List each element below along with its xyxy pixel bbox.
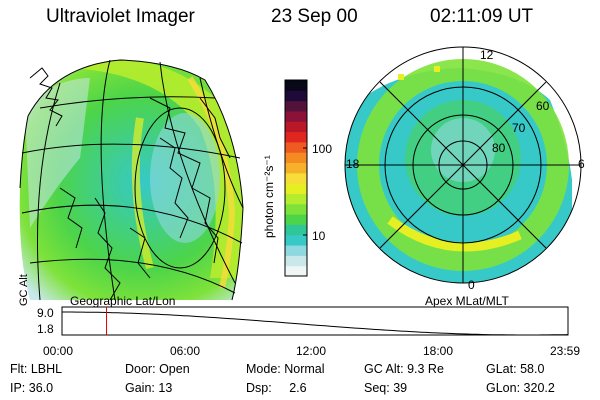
footer-glon: GLon: 320.2	[486, 381, 555, 395]
altitude-plot	[61, 306, 569, 336]
colorbar-unit-label: photon cm⁻²s⁻¹	[262, 155, 276, 238]
colorbar-band	[285, 183, 307, 194]
colorbar-band	[285, 110, 307, 122]
colorbar	[284, 79, 308, 277]
colorbar-tick-100: 100	[312, 142, 333, 156]
footer-gain: Gain: 13	[125, 381, 173, 395]
colorbar-band	[285, 100, 307, 112]
apex-polar-plot	[344, 46, 582, 284]
x-tick-1200: 12:00	[296, 344, 327, 358]
mlat-label-70: 70	[512, 121, 526, 135]
footer-ip: IP: 36.0	[10, 381, 54, 395]
x-tick-2359: 23:59	[550, 344, 581, 358]
footer-gc-alt: GC Alt: 9.3 Re	[364, 362, 444, 376]
mlt-label-6: 6	[578, 157, 585, 171]
colorbar-band	[285, 152, 307, 164]
footer-flt: Flt: LBHL	[10, 362, 63, 376]
colorbar-band	[285, 224, 307, 236]
x-tick-1800: 18:00	[423, 344, 454, 358]
date-label: 23 Sep 00	[271, 6, 358, 27]
colorbar-band	[285, 131, 307, 143]
colorbar-band	[285, 203, 307, 215]
altitude-tick-min: 1.8	[37, 322, 54, 336]
altitude-tick-max: 9.0	[37, 306, 54, 320]
footer-glat: GLat: 58.0	[486, 362, 545, 376]
colorbar-band	[285, 80, 307, 91]
colorbar-band	[285, 121, 307, 133]
mlt-label-18: 18	[346, 157, 360, 171]
footer-seq: Seq: 39	[364, 381, 408, 395]
mlt-label-12: 12	[480, 48, 494, 62]
mlat-label-80: 80	[492, 141, 506, 155]
mlt-label-0: 0	[468, 278, 475, 292]
colorbar-band	[285, 214, 307, 225]
colorbar-band	[285, 141, 307, 153]
time-label: 02:11:09 UT	[430, 6, 534, 27]
colorbar-band	[285, 172, 307, 184]
colorbar-band	[285, 245, 307, 256]
footer-mode: Mode: Normal	[246, 362, 325, 376]
altitude-axis-label: GC Alt	[18, 274, 30, 306]
x-tick-0000: 00:00	[43, 344, 74, 358]
geographic-image	[19, 59, 244, 301]
colorbar-band	[285, 234, 307, 246]
mlat-label-60: 60	[536, 99, 550, 113]
colorbar-tick-10: 10	[312, 229, 326, 243]
colorbar-band	[285, 193, 307, 205]
colorbar-band	[285, 162, 307, 174]
colorbar-band	[285, 90, 307, 102]
instrument-title: Ultraviolet Imager	[46, 6, 195, 27]
apex-panel-label: Apex MLat/MLT	[425, 294, 509, 308]
footer-door: Door: Open	[125, 362, 190, 376]
geographic-panel-label: Geographic Lat/Lon	[70, 294, 176, 308]
x-tick-0600: 06:00	[170, 344, 201, 358]
colorbar-band	[285, 255, 307, 267]
colorbar-band	[285, 265, 307, 277]
footer-dsp: Dsp: 2.6	[246, 381, 307, 395]
